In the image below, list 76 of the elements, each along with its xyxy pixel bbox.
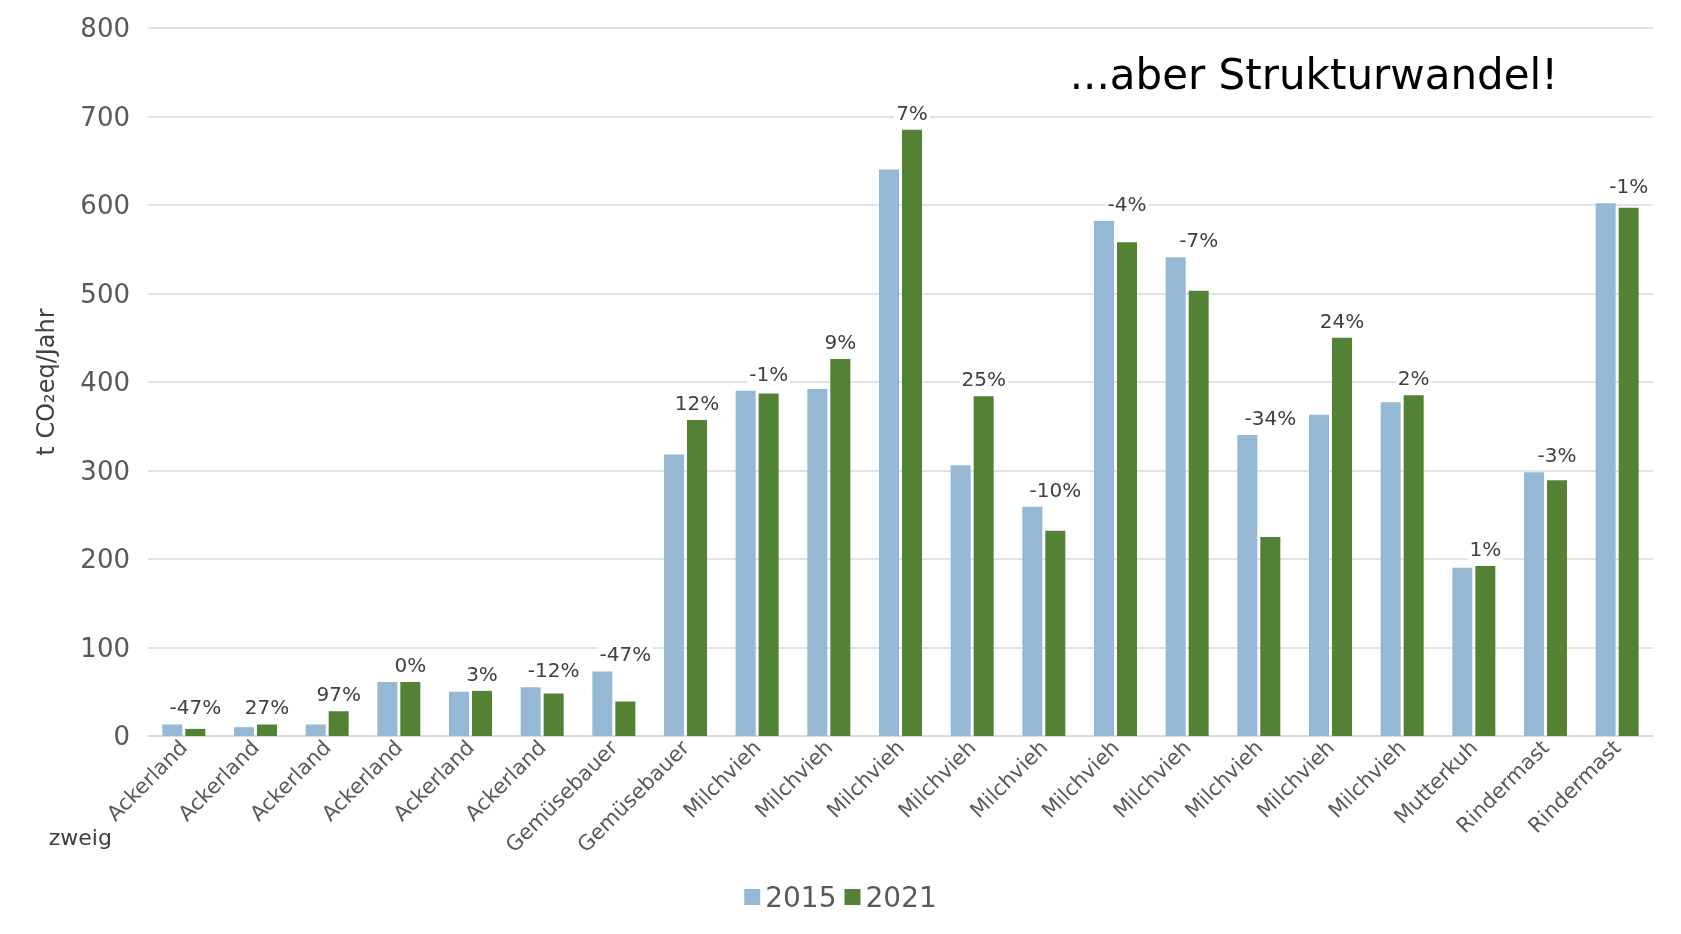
bar (1380, 402, 1401, 736)
annotation: 9% (824, 329, 857, 354)
bar (879, 169, 899, 736)
bar (1475, 566, 1496, 736)
y-tick-label: 200 (80, 544, 130, 574)
bar (1332, 337, 1352, 736)
bar (1188, 290, 1209, 736)
bar (449, 691, 469, 736)
bar (1094, 220, 1114, 736)
annotation: -47% (599, 642, 652, 667)
legend-label: 2021 (865, 880, 937, 914)
bar (328, 711, 349, 736)
y-tick-label: 600 (80, 190, 130, 220)
bar (973, 396, 994, 736)
bar (543, 693, 564, 736)
y-axis-title: t CO₂eq/Jahr (32, 308, 60, 456)
legend-label: 2015 (765, 880, 837, 914)
bar (758, 393, 779, 736)
x-axis-title: zweig (48, 824, 112, 850)
y-tick-label: 400 (80, 367, 130, 397)
annotation: -7% (1179, 228, 1219, 253)
y-tick-label: 100 (80, 632, 130, 663)
bar (1260, 536, 1281, 736)
bar (400, 682, 421, 736)
bar (234, 727, 254, 736)
bar (687, 420, 707, 736)
bar (185, 728, 206, 736)
annotation: 97% (316, 682, 361, 707)
bar (1165, 257, 1186, 736)
annotation: 3% (466, 661, 498, 686)
bar (520, 687, 541, 736)
text: ...aber Strukturwandel! (1069, 49, 1558, 99)
y-tick-label: 800 (80, 13, 130, 43)
annotation: 25% (961, 367, 1006, 392)
annotation: -10% (1029, 477, 1082, 502)
bar (735, 390, 756, 736)
bar (615, 701, 636, 736)
annotation: -47% (169, 695, 222, 720)
bar (592, 671, 613, 736)
bar (950, 465, 971, 736)
annotation: -4% (1107, 191, 1147, 216)
bar (472, 690, 492, 736)
bar (1022, 506, 1043, 736)
annotation: -34% (1244, 406, 1297, 431)
bar (257, 724, 277, 736)
bar (1237, 435, 1258, 736)
annotation: 24% (1319, 308, 1365, 333)
bar (1452, 567, 1473, 736)
annotation: 0% (394, 653, 427, 678)
bar (377, 682, 398, 736)
annotation: 12% (674, 391, 720, 416)
bar (664, 454, 684, 736)
annotation: 2% (1397, 366, 1430, 391)
annotation: 1% (1469, 537, 1502, 562)
bar (1309, 414, 1329, 736)
y-tick-label: 300 (80, 455, 130, 486)
bar (1403, 395, 1424, 736)
annotation: -3% (1537, 443, 1577, 468)
bar (1524, 472, 1544, 736)
bar (1595, 203, 1616, 736)
y-tick-label: 700 (80, 101, 130, 132)
bar (1045, 530, 1066, 736)
bar (1117, 242, 1137, 736)
bar (830, 358, 851, 736)
bar (902, 129, 922, 736)
annotation: -1% (1609, 174, 1649, 199)
bar (162, 724, 183, 736)
annotation: 7% (896, 100, 928, 125)
bar (1618, 207, 1639, 736)
y-tick-label: 500 (80, 278, 130, 309)
bar (305, 724, 326, 736)
bar (807, 389, 828, 736)
annotation: -12% (527, 658, 580, 683)
annotation: 27% (244, 695, 290, 720)
bar (1547, 480, 1567, 736)
annotation: -1% (749, 361, 789, 386)
